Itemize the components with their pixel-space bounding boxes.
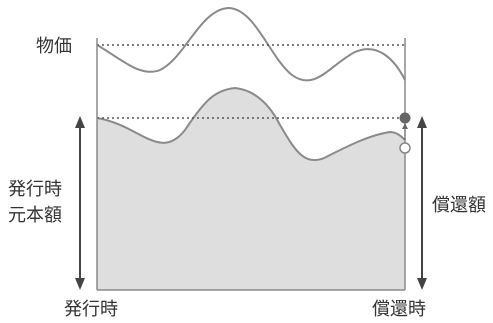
redemption-date-label: 償還時 (372, 299, 426, 320)
price-label: 物価 (36, 36, 72, 57)
redemption-amount-label: 償還額 (432, 195, 486, 216)
adjustment-arrow (402, 123, 408, 140)
principal-area (97, 88, 405, 290)
price-curve (96, 6, 406, 82)
issue-principal-label-line1: 発行時 (8, 179, 62, 200)
principal-curve (96, 86, 406, 162)
issue-principal-label-line2: 元本額 (8, 205, 62, 226)
issue-principal-arrow (75, 116, 85, 290)
adjusted-principal-dot (399, 112, 411, 124)
original-principal-dot (399, 142, 411, 154)
redemption-amount-arrow (417, 116, 427, 290)
issue-date-label: 発行時 (64, 299, 118, 320)
